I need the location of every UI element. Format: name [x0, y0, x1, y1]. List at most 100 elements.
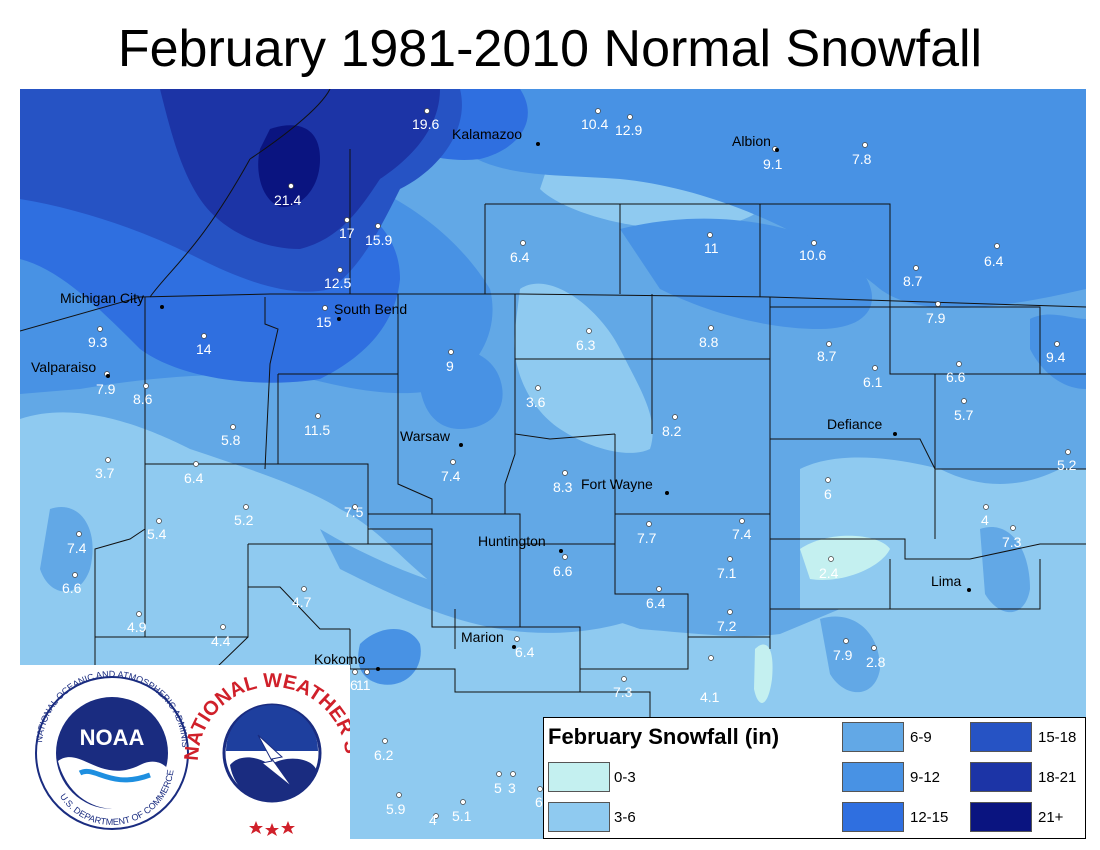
- county-line-white: [247, 586, 350, 637]
- station-value: 10.6: [799, 247, 826, 263]
- station-value: 6.4: [510, 249, 530, 265]
- legend-label-9-12: 9-12: [910, 769, 941, 786]
- legend-swatch-3-6: [548, 802, 610, 832]
- boundaries: [20, 89, 1086, 720]
- station-value: 5.7: [954, 407, 974, 423]
- county-line-fulton-oh: [890, 306, 1041, 374]
- logo-canvas: NOAA NATIONAL OCEANIC AND ATMOSPHERIC AD…: [13, 648, 363, 836]
- station-value: 8.6: [133, 391, 153, 407]
- legend-swatch-6-9: [842, 722, 904, 752]
- legend-label-12-15: 12-15: [910, 809, 949, 826]
- county-line-paulding: [770, 538, 1086, 560]
- station-value: 10.4: [581, 116, 608, 132]
- station-value: 5.2: [1057, 457, 1077, 473]
- station-value: 6.6: [553, 563, 573, 579]
- county-line-cass: [349, 629, 580, 693]
- zone-0-3-east: [800, 535, 890, 580]
- station-value: 6.2: [374, 747, 394, 763]
- station-value: 5.9: [386, 801, 406, 817]
- station-value: 7.1: [717, 565, 737, 581]
- legend-label-0-3: 0-3: [614, 769, 636, 786]
- station-value: 7.3: [1002, 534, 1022, 550]
- county-line-kosciusko: [432, 434, 516, 515]
- zone-9-12-east: [1030, 314, 1086, 389]
- station-value: 12.5: [324, 275, 351, 291]
- zone-9-12-northcentral: [620, 218, 873, 329]
- city-label-south-bend: South Bend: [334, 301, 407, 317]
- legend-label-3-6: 3-6: [614, 809, 636, 826]
- station-value: 6.6: [62, 580, 82, 596]
- zone-6-9-southeast: [820, 616, 880, 693]
- station-value: 4: [981, 512, 989, 528]
- map-title: February 1981-2010 Normal Snowfall: [117, 20, 983, 78]
- legend-swatch-21-plus: [970, 802, 1032, 832]
- city-label-valparaiso: Valparaiso: [31, 359, 96, 375]
- station-value: 2.4: [819, 565, 839, 581]
- zone-9-12-southbend: [419, 348, 503, 429]
- station-value: 4.4: [211, 633, 231, 649]
- station-value: 7.4: [732, 526, 752, 542]
- station-value: 6.4: [646, 595, 666, 611]
- city-label-kalamazoo: Kalamazoo: [452, 126, 522, 142]
- legend-label-6-9: 6-9: [910, 729, 932, 746]
- city-label-lima: Lima: [931, 573, 962, 589]
- station-dots: [72, 108, 1071, 819]
- county-line-wells: [614, 544, 770, 638]
- station-value: 21.4: [274, 192, 301, 208]
- station-value: 5.1: [452, 808, 472, 824]
- state-line-in-mi: [20, 293, 1086, 332]
- station-value: 7.9: [926, 310, 946, 326]
- county-line-elkhart: [397, 374, 433, 509]
- county-line-williams: [770, 306, 1086, 375]
- station-labels: 19.6 10.4 12.9 9.1 7.8 21.4 17 15.9 6.4 …: [62, 116, 1077, 828]
- station-value: 19.6: [412, 116, 439, 132]
- legend-label-18-21: 18-21: [1038, 769, 1077, 786]
- legend-title: February Snowfall (in): [548, 724, 780, 749]
- station-value: 8.3: [553, 479, 573, 495]
- station-value: 7.8: [852, 151, 872, 167]
- legend-swatch-18-21: [970, 762, 1032, 792]
- city-label-marion: Marion: [461, 629, 504, 645]
- station-value: 6.6: [946, 369, 966, 385]
- county-line-lagrange: [514, 294, 616, 440]
- county-line-defiance: [770, 438, 1086, 470]
- zone-21-plus: [258, 125, 320, 208]
- station-value: 15: [316, 314, 332, 330]
- station-value: 15.9: [365, 232, 392, 248]
- station-value: 4: [429, 812, 437, 828]
- station-value: 7.3: [613, 684, 633, 700]
- station-value: 12.9: [615, 122, 642, 138]
- station-value: 6.1: [863, 374, 883, 390]
- city-label-michigan-city: Michigan City: [60, 290, 144, 306]
- legend-label-15-18: 15-18: [1038, 729, 1077, 746]
- station-value: 9.3: [88, 334, 108, 350]
- station-value: 6.4: [515, 644, 535, 660]
- map-canvas: 19.6 10.4 12.9 9.1 7.8 21.4 17 15.9 6.4 …: [20, 89, 1086, 839]
- station-value: 2.8: [866, 654, 886, 670]
- station-value: 4.7: [292, 594, 312, 610]
- snowfall-map: 19.6 10.4 12.9 9.1 7.8 21.4 17 15.9 6.4 …: [20, 89, 1086, 839]
- station-value: 8.7: [903, 273, 923, 289]
- zone-0-3-south: [754, 644, 773, 703]
- lake-michigan-shore: [249, 89, 331, 160]
- station-value: 7.2: [717, 618, 737, 634]
- station-value: 3.6: [526, 394, 546, 410]
- station-value: 6.4: [184, 470, 204, 486]
- station-value: 6: [350, 677, 358, 693]
- city-label-defiance: Defiance: [827, 416, 882, 432]
- zone-6-9-west: [40, 507, 93, 592]
- station-value: 7.5: [344, 504, 364, 520]
- legend-swatch-9-12: [842, 762, 904, 792]
- station-value: 3: [508, 780, 516, 796]
- city-label-albion: Albion: [732, 133, 771, 149]
- station-value: 14: [196, 341, 212, 357]
- legend: February Snowfall (in) 0-3 3-6 6-9 9-12 …: [543, 717, 1086, 839]
- station-value: 7.9: [833, 647, 853, 663]
- station-value: 5: [494, 780, 502, 796]
- station-value: 11: [704, 240, 719, 256]
- zone-3-6-central: [514, 283, 653, 453]
- county-line-allen-oh: [889, 559, 1041, 610]
- station-value: 17: [339, 225, 355, 241]
- station-value: 9.1: [763, 156, 783, 172]
- station-value: 6: [535, 794, 543, 810]
